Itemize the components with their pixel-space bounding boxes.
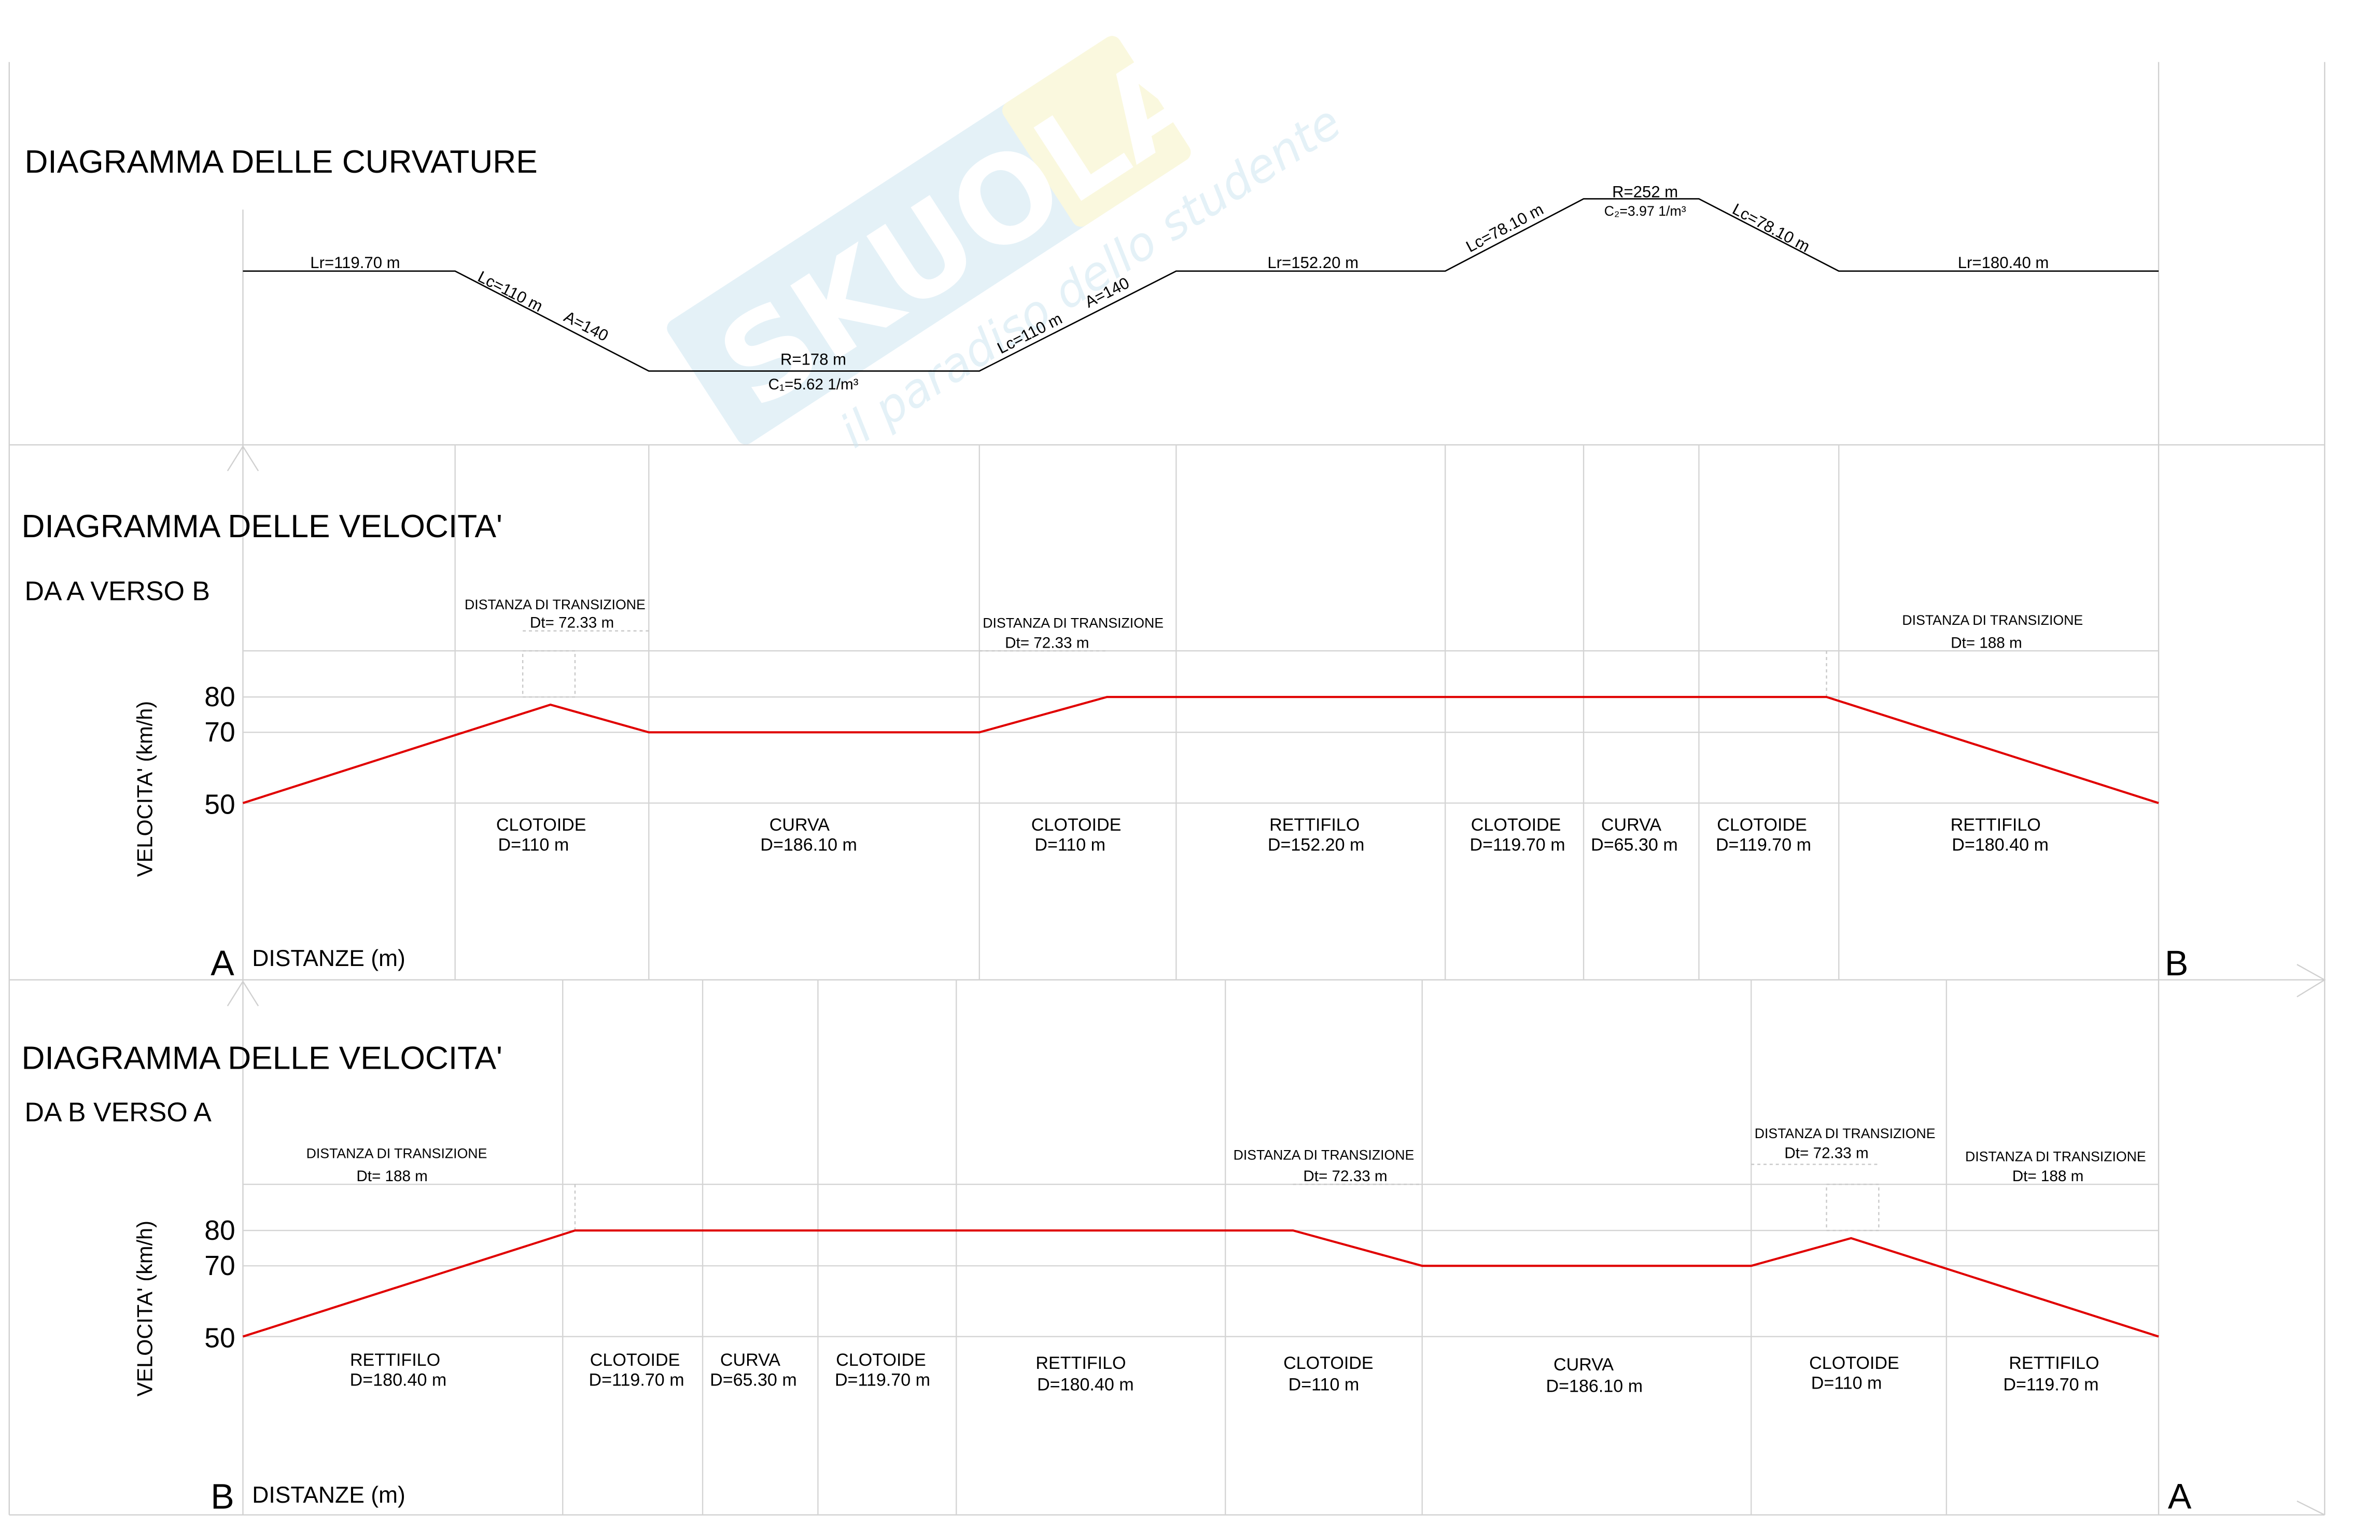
label-r2: R=252 m [1612,183,1678,201]
ab-gridlines [243,650,2159,804]
transition-brackets [522,630,1880,1231]
ab-ylabel: VELOCITA' (km/h) [133,701,157,877]
ba-start-label: B [211,1477,234,1517]
ba-gridlines [243,1183,2159,1337]
ab-seg-2-name: CURVA [769,815,830,835]
ab-tick-80: 80 [204,682,235,712]
ab-segments: CLOTOIDE D=110 m CURVA D=186.10 m CLOTOI… [496,815,2049,855]
ba-end-label: A [2168,1477,2192,1517]
ba-seg-2-d: D=119.70 m [589,1370,684,1390]
ab-end-label: B [2165,944,2188,983]
ba-seg-6-name: CLOTOIDE [1283,1353,1374,1373]
ab-transition-3-value: Dt= 188 m [1951,634,2022,651]
ab-seg-2-d: D=186.10 m [760,835,857,855]
ba-seg-4-d: D=119.70 m [835,1370,930,1390]
ba-seg-1-name: RETTIFILO [350,1350,440,1370]
ab-seg-6-name: CURVA [1601,815,1661,835]
ba-seg-6-d: D=110 m [1289,1375,1360,1394]
label-lc3: Lc=78.10 m [1463,200,1547,256]
label-c1: C₁=5.62 1/m³ [768,376,859,393]
ba-tick-80: 80 [204,1215,235,1246]
ba-transition-4-value: Dt= 188 m [2012,1168,2084,1185]
ba-transition-4-title: DISTANZA DI TRANSIZIONE [1965,1149,2146,1165]
ab-seg-1-d: D=110 m [498,835,569,855]
ba-seg-3-name: CURVA [720,1350,780,1370]
ba-transition-3-value: Dt= 72.33 m [1784,1145,1868,1162]
watermark-logo: SKUOLA.net il paradiso dello studente [667,0,1458,458]
ba-seg-9-name: RETTIFILO [2009,1353,2099,1373]
ba-seg-4-name: CLOTOIDE [836,1350,926,1370]
ba-speed-line [242,1229,2159,1338]
ba-subtitle: DA B VERSO A [24,1097,212,1127]
ba-xlabel: DISTANZE (m) [252,1482,405,1508]
ba-seg-8-name: CLOTOIDE [1809,1353,1899,1373]
label-lr3: Lr=180.40 m [1958,254,2049,272]
ba-transition-3-title: DISTANZA DI TRANSIZIONE [1755,1126,1936,1141]
label-lc1: Lc=110 m [475,268,545,316]
ab-transition-2-value: Dt= 72.33 m [1005,634,1089,651]
label-r1: R=178 m [780,351,846,369]
label-lc4: Lc=78.10 m [1729,200,1813,256]
ba-transition-1-value: Dt= 188 m [356,1168,428,1185]
ba-seg-9-d: D=119.70 m [2003,1375,2098,1394]
ab-title: DIAGRAMMA DELLE VELOCITA' [22,509,502,544]
ba-seg-2-name: CLOTOIDE [590,1350,680,1370]
ab-seg-4-name: RETTIFILO [1269,815,1360,835]
ba-title: DIAGRAMMA DELLE VELOCITA' [22,1041,502,1076]
label-lr1: Lr=119.70 m [310,254,400,272]
ab-tick-70: 70 [204,717,235,748]
ba-transition-2-title: DISTANZA DI TRANSIZIONE [1234,1147,1415,1163]
ab-seg-6-d: D=65.30 m [1591,835,1678,855]
ab-seg-3-name: CLOTOIDE [1031,815,1122,835]
ba-seg-1-d: D=180.40 m [350,1370,447,1390]
ab-seg-1-name: CLOTOIDE [496,815,586,835]
ab-seg-3-d: D=110 m [1034,835,1105,855]
ba-seg-7-name: CURVA [1553,1355,1614,1375]
ab-seg-5-d: D=119.70 m [1470,835,1565,855]
ab-subtitle: DA A VERSO B [24,576,210,606]
ba-seg-5-name: RETTIFILO [1035,1353,1126,1373]
ab-start-label: A [211,944,234,983]
ab-tick-50: 50 [204,790,235,820]
ba-seg-7-d: D=186.10 m [1546,1376,1643,1396]
ab-transition-1-title: DISTANZA DI TRANSIZIONE [465,597,646,612]
ab-transition-2-title: DISTANZA DI TRANSIZIONE [983,615,1164,631]
ab-transition-3-title: DISTANZA DI TRANSIZIONE [1902,612,2083,628]
ab-xlabel: DISTANZE (m) [252,946,405,971]
ab-seg-7-d: D=119.70 m [1716,835,1811,855]
ba-seg-5-d: D=180.40 m [1037,1375,1134,1394]
ba-separators [562,979,1948,1515]
ab-seg-4-d: D=152.20 m [1268,835,1365,855]
curvature-line [243,198,2159,372]
curvature-title: DIAGRAMMA DELLE CURVATURE [24,144,537,180]
ab-seg-8-d: D=180.40 m [1952,835,2049,855]
ba-transition-1-title: DISTANZA DI TRANSIZIONE [306,1146,487,1161]
ab-seg-8-name: RETTIFILO [1951,815,2041,835]
frame-lines [8,62,2326,1516]
ba-seg-3-d: D=65.30 m [710,1370,797,1390]
ab-transition-1-value: Dt= 72.33 m [530,614,614,632]
ba-transition-2-value: Dt= 72.33 m [1303,1168,1387,1185]
label-lr2: Lr=152.20 m [1267,254,1359,272]
ab-seg-5-name: CLOTOIDE [1471,815,1561,835]
ab-separators [454,444,1840,980]
ba-ylabel: VELOCITA' (km/h) [133,1221,157,1396]
ab-speed-line [242,696,2159,804]
ba-segments: RETTIFILO D=180.40 m CLOTOIDE D=119.70 m… [350,1350,2099,1396]
ba-tick-50: 50 [204,1323,235,1353]
ab-seg-7-name: CLOTOIDE [1717,815,1807,835]
ba-seg-8-d: D=110 m [1811,1373,1882,1393]
label-c2: C₂=3.97 1/m³ [1604,203,1686,219]
ba-tick-70: 70 [204,1251,235,1281]
